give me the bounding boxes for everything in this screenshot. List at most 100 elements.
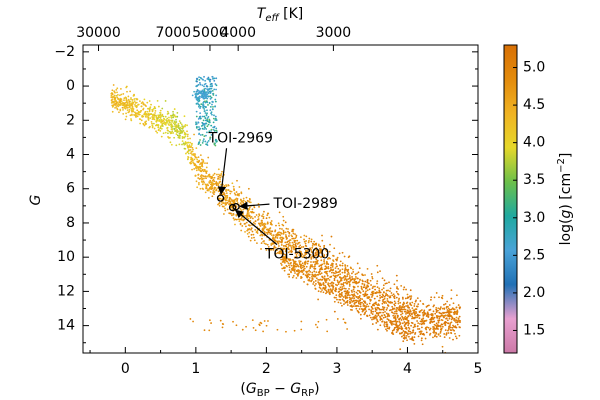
scatter-point bbox=[396, 292, 399, 295]
scatter-point bbox=[313, 240, 316, 243]
scatter-point bbox=[195, 180, 198, 183]
scatter-point bbox=[402, 303, 404, 306]
scatter-point bbox=[215, 77, 218, 80]
scatter-point bbox=[221, 191, 224, 194]
scatter-point bbox=[368, 302, 371, 305]
scatter-point bbox=[420, 320, 423, 323]
scatter-point bbox=[409, 309, 411, 311]
scatter-point bbox=[384, 310, 386, 313]
scatter-point bbox=[206, 112, 208, 115]
scatter-point bbox=[398, 327, 400, 329]
scatter-point bbox=[445, 321, 448, 324]
scatter-point bbox=[250, 227, 253, 230]
scatter-point bbox=[266, 229, 269, 231]
scatter-point bbox=[264, 223, 267, 226]
scatter-point bbox=[213, 131, 216, 134]
scatter-point bbox=[352, 268, 354, 271]
scatter-point bbox=[447, 322, 450, 325]
scatter-point bbox=[148, 126, 151, 129]
scatter-point bbox=[333, 247, 336, 250]
scatter-point bbox=[136, 115, 139, 118]
scatter-point bbox=[459, 326, 461, 329]
scatter-point bbox=[203, 115, 206, 118]
scatter-point bbox=[206, 125, 209, 128]
colorbar-tick-label: 3.0 bbox=[523, 210, 545, 226]
scatter-point bbox=[238, 193, 241, 195]
scatter-point bbox=[288, 235, 290, 237]
scatter-point bbox=[433, 320, 436, 323]
scatter-point bbox=[187, 137, 189, 140]
scatter-point bbox=[211, 176, 214, 179]
scatter-point bbox=[204, 119, 207, 122]
scatter-point bbox=[312, 281, 315, 283]
scatter-point bbox=[197, 177, 200, 179]
scatter-point bbox=[383, 314, 386, 316]
scatter-point bbox=[403, 337, 406, 340]
scatter-point bbox=[114, 103, 117, 106]
scatter-point bbox=[426, 311, 429, 314]
scatter-point bbox=[394, 302, 397, 305]
scatter-point bbox=[287, 258, 290, 261]
scatter-point bbox=[388, 327, 391, 330]
scatter-point bbox=[407, 322, 410, 325]
scatter-point bbox=[346, 264, 349, 267]
scatter-point bbox=[262, 330, 264, 333]
scatter-point bbox=[242, 197, 245, 200]
scatter-point bbox=[386, 307, 389, 309]
scatter-point bbox=[379, 297, 382, 299]
scatter-point bbox=[226, 208, 229, 211]
scatter-point bbox=[263, 210, 265, 213]
scatter-point bbox=[115, 94, 118, 97]
scatter-point bbox=[300, 277, 302, 280]
scatter-point bbox=[352, 305, 355, 308]
scatter-point bbox=[224, 202, 227, 205]
scatter-point bbox=[205, 94, 208, 96]
scatter-point bbox=[391, 331, 394, 334]
scatter-point bbox=[305, 265, 308, 268]
scatter-point bbox=[383, 322, 386, 324]
scatter-point bbox=[452, 324, 454, 327]
scatter-point bbox=[359, 279, 361, 281]
scatter-point bbox=[424, 312, 426, 315]
scatter-point bbox=[404, 317, 407, 320]
scatter-point bbox=[435, 335, 438, 338]
scatter-point bbox=[199, 139, 201, 141]
scatter-point bbox=[385, 302, 388, 304]
scatter-point bbox=[157, 123, 160, 126]
scatter-point bbox=[198, 95, 201, 98]
scatter-point bbox=[382, 287, 385, 290]
scatter-point bbox=[130, 98, 132, 101]
scatter-point bbox=[203, 85, 205, 88]
scatter-point bbox=[334, 272, 336, 275]
scatter-point bbox=[383, 302, 386, 304]
scatter-point bbox=[369, 316, 372, 319]
scatter-point bbox=[311, 251, 314, 254]
scatter-point bbox=[173, 108, 176, 110]
scatter-point bbox=[313, 249, 316, 251]
scatter-point bbox=[329, 243, 331, 246]
scatter-point bbox=[449, 329, 452, 331]
scatter-point bbox=[372, 292, 375, 295]
scatter-point bbox=[171, 130, 174, 133]
scatter-point bbox=[200, 176, 203, 179]
scatter-point bbox=[193, 168, 196, 170]
scatter-point bbox=[372, 310, 374, 313]
scatter-point bbox=[338, 287, 340, 290]
scatter-point bbox=[396, 320, 399, 323]
scatter-point bbox=[334, 267, 337, 270]
scatter-point bbox=[204, 79, 207, 82]
scatter-point bbox=[401, 310, 403, 313]
scatter-point bbox=[182, 136, 185, 139]
scatter-point bbox=[378, 299, 380, 302]
scatter-point bbox=[206, 183, 209, 186]
scatter-point bbox=[182, 130, 184, 133]
scatter-point bbox=[408, 330, 410, 333]
scatter-point bbox=[240, 203, 243, 206]
scatter-point bbox=[186, 144, 189, 146]
scatter-point bbox=[319, 267, 322, 270]
scatter-point bbox=[261, 221, 264, 224]
scatter-point bbox=[414, 315, 417, 317]
scatter-point bbox=[175, 121, 178, 123]
scatter-point bbox=[231, 208, 234, 211]
